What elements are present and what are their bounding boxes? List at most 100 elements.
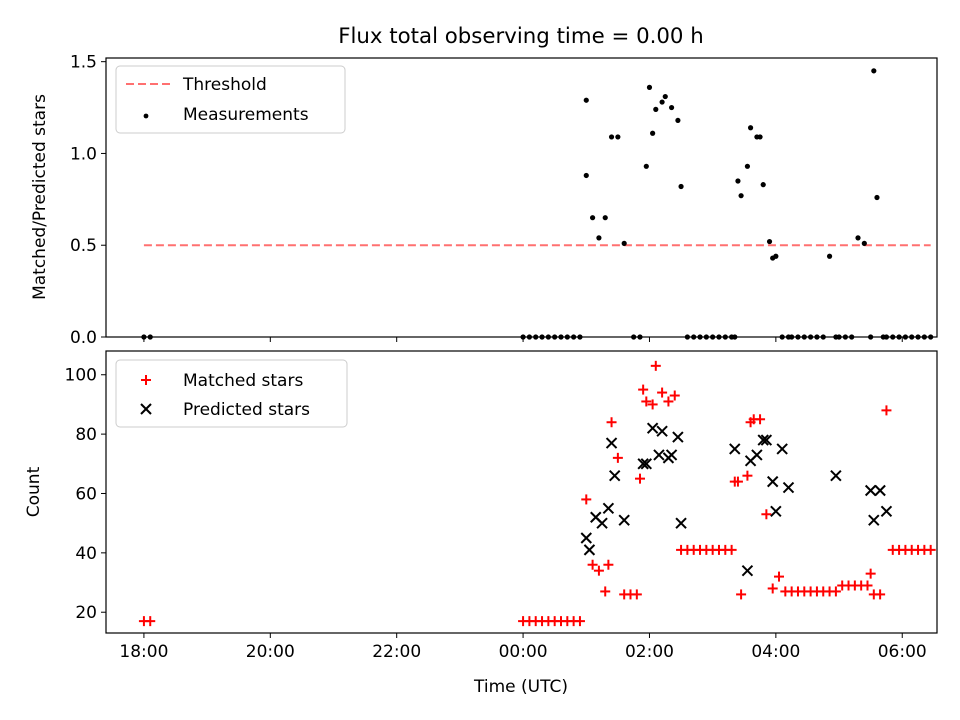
predicted-star-point <box>868 514 880 526</box>
y-tick-label: 0.5 <box>70 236 97 256</box>
bottom-y-axis-label: Count <box>24 466 44 517</box>
predicted-star-point <box>618 514 630 526</box>
matched-star-point <box>755 414 766 425</box>
predicted-star-point <box>583 544 596 556</box>
measurement-point <box>738 193 744 199</box>
predicted-star-point <box>770 505 782 518</box>
legend-threshold-label: Threshold <box>182 75 267 95</box>
measurement-point <box>589 215 596 221</box>
legend-predicted-swatch <box>140 403 152 415</box>
measurement-point <box>760 182 766 188</box>
x-tick-label: 18:00 <box>119 642 168 662</box>
matched-star-point <box>581 494 592 505</box>
y-tick-label: 1.0 <box>70 144 97 164</box>
predicted-star-point <box>580 532 592 544</box>
measurement-point <box>583 172 589 179</box>
y-tick-label: 0.0 <box>70 328 97 348</box>
predicted-star-point <box>605 437 618 449</box>
matched-star-point <box>774 571 785 582</box>
measurement-point <box>608 134 615 140</box>
matched-star-point <box>603 559 614 570</box>
predicted-star-point <box>757 434 769 446</box>
predicted-star-point <box>874 484 886 497</box>
matched-star-point <box>574 616 585 627</box>
matched-star-point <box>657 387 668 398</box>
ratio-panel: Flux total observing time = 0.00 h Match… <box>30 24 938 348</box>
top-legend: Threshold Measurements <box>115 65 346 134</box>
measurement-point <box>874 194 880 201</box>
predicted-star-point <box>760 434 773 446</box>
measurement-point <box>615 134 621 140</box>
matched-star-point <box>641 396 652 407</box>
matched-star-point <box>145 616 156 627</box>
measurement-point <box>668 104 675 111</box>
bottom-legend-box <box>115 359 348 428</box>
chart-title: Flux total observing time = 0.00 h <box>338 24 704 49</box>
measurement-point <box>861 240 867 246</box>
predicted-star-point <box>766 475 779 488</box>
predicted-star-point <box>782 481 795 494</box>
measurement-point <box>871 68 877 74</box>
measurement-point <box>621 240 627 246</box>
measurement-point <box>602 215 608 221</box>
x-axis-label: Time (UTC) <box>473 677 568 697</box>
matched-star-point <box>606 417 617 428</box>
legend-measurements-label: Measurements <box>183 105 309 125</box>
matched-star-point <box>875 589 886 600</box>
matched-star-point <box>647 399 658 410</box>
y-tick-label: 1.5 <box>70 53 97 73</box>
predicted-star-point <box>609 469 621 482</box>
measurement-point <box>596 235 602 241</box>
matched-star-point <box>729 476 740 487</box>
predicted-star-point <box>602 502 615 515</box>
predicted-star-point <box>741 564 754 577</box>
predicted-star-point <box>880 505 893 518</box>
predicted-star-point <box>596 517 608 529</box>
measurement-point <box>662 93 668 100</box>
predicted-star-point <box>830 469 842 482</box>
predicted-star-point <box>672 431 684 443</box>
measurement-point <box>643 163 649 169</box>
legend-matched-label: Matched stars <box>183 371 303 391</box>
y-tick-label: 20 <box>75 603 97 623</box>
matched-star-point <box>881 405 892 416</box>
legend-predicted-marker <box>140 403 152 415</box>
predicted-star-point <box>646 422 659 434</box>
predicted-star-point <box>640 458 653 470</box>
measurement-point <box>653 106 659 112</box>
measurement-point <box>650 130 656 136</box>
predicted-star-point <box>665 449 678 461</box>
bottom-legend: Matched stars Predicted stars <box>115 359 348 428</box>
matched-star-point <box>634 473 645 484</box>
y-tick-label: 100 <box>65 366 97 386</box>
matched-star-point <box>726 544 737 555</box>
top-y-axis-label: Matched/Predicted stars <box>30 94 50 300</box>
matched-star-point <box>587 559 598 570</box>
predicted-star-point <box>864 484 877 497</box>
matched-star-point <box>669 390 680 401</box>
measurement-point <box>766 238 773 245</box>
matched-star-point <box>736 589 747 600</box>
bottom-axis-ticks: 18:00 20:00 22:00 00:00 02:00 04:00 06:00 20 40 6… <box>65 366 927 662</box>
measurement-point <box>646 84 653 90</box>
predicted-star-point <box>637 458 649 470</box>
x-tick-label: 22:00 <box>372 642 421 662</box>
bottom-plot-area <box>138 360 936 627</box>
matched-star-point <box>600 586 611 597</box>
matched-star-point <box>742 470 753 481</box>
predicted-star-point <box>675 517 687 529</box>
matched-star-point <box>767 583 778 594</box>
matched-star-point <box>830 586 841 597</box>
predicted-star-point <box>656 425 668 437</box>
measurement-point <box>744 163 751 169</box>
x-tick-label: 00:00 <box>499 642 548 662</box>
x-tick-label: 20:00 <box>246 642 295 662</box>
legend-matched-marker <box>141 375 151 385</box>
legend-matched-swatch <box>141 375 151 385</box>
measurement-point <box>659 99 665 105</box>
bottom-axes-frame <box>105 350 938 634</box>
legend-measurements-swatch <box>143 113 149 119</box>
matched-star-point <box>865 568 876 579</box>
x-tick-label: 06:00 <box>878 642 927 662</box>
top-legend-box <box>115 65 346 134</box>
